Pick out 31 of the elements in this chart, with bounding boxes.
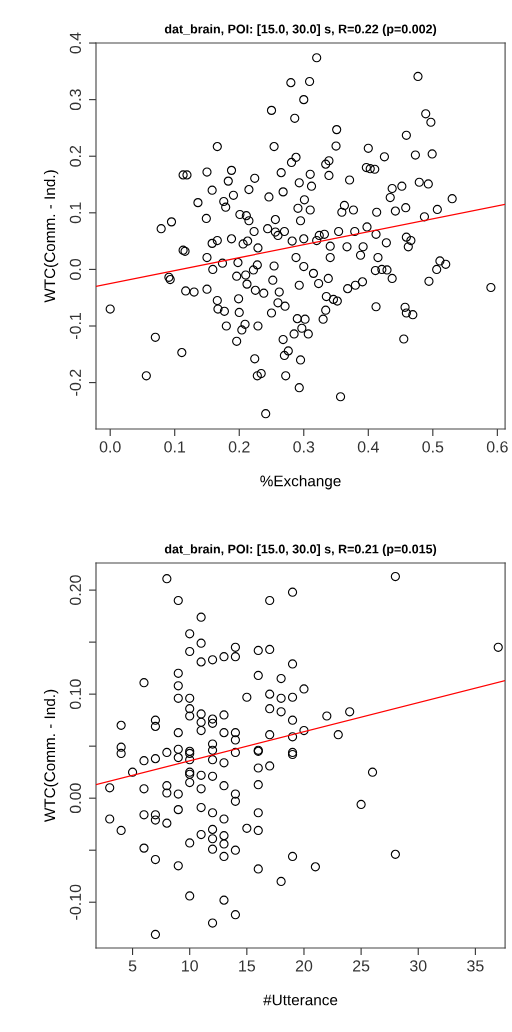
- x-tick-label: 0.5: [422, 441, 444, 453]
- y-tick-label: 0.0: [69, 258, 82, 280]
- x-tick-label: 35: [467, 960, 484, 972]
- chart-title: dat_brain, POI: [15.0, 30.0] s, R=0.22 (p=0.002): [164, 24, 437, 36]
- chart-title: dat_brain, POI: [15.0, 30.0] s, R=0.21 (p=0.015): [164, 544, 437, 556]
- y-tick-label: 0.1: [69, 202, 82, 224]
- y-tick-label: -0.10: [69, 884, 82, 920]
- x-tick-label: 25: [353, 960, 370, 972]
- y-axis-title: WTC(Comm. - Ind.): [43, 170, 59, 303]
- x-axis-title: #Utterance: [263, 994, 338, 1006]
- x-tick-label: 20: [295, 960, 313, 972]
- x-tick-label: 0.6: [486, 441, 508, 453]
- x-axis-title: %Exchange: [260, 475, 341, 490]
- y-tick-label: -0.2: [69, 369, 82, 396]
- x-tick-label: 0.2: [228, 441, 250, 453]
- x-tick-label: 30: [409, 960, 427, 972]
- x-tick-label: 0.1: [164, 441, 186, 453]
- y-tick-label: -0.1: [69, 313, 82, 340]
- x-tick-label: 0.0: [99, 441, 121, 453]
- y-tick-label: 0.4: [69, 32, 82, 54]
- x-tick-label: 0.3: [293, 441, 315, 453]
- x-tick-label: 15: [239, 960, 256, 972]
- x-tick-label: 0.4: [357, 441, 379, 453]
- x-tick-label: 5: [128, 960, 137, 972]
- y-axis-title: WTC(Comm. - Ind.): [43, 689, 59, 823]
- y-tick-label: 0.3: [69, 89, 82, 111]
- y-tick-label: 0.2: [69, 145, 82, 167]
- y-tick-label: 0.20: [69, 575, 82, 606]
- y-tick-label: 0.10: [69, 679, 82, 710]
- y-tick-label: 0.00: [69, 783, 82, 814]
- x-tick-label: 10: [182, 960, 198, 972]
